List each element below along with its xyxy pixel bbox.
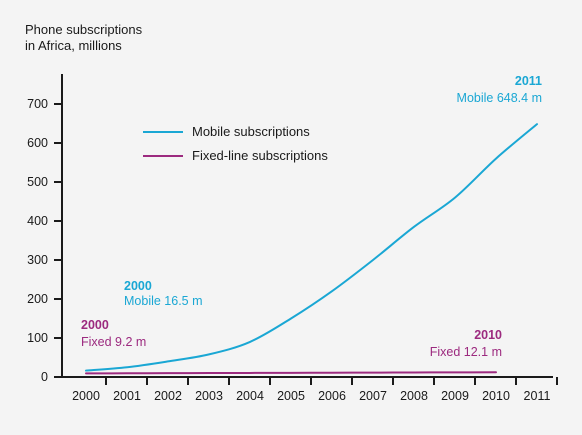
y-tick-label: 100 xyxy=(27,331,48,345)
annotation-fixed-2010: 2010 Fixed 12.1 m xyxy=(430,328,502,359)
y-tick-label: 400 xyxy=(27,214,48,228)
x-tick-label: 2000 xyxy=(72,389,100,403)
annotation-fixed-2000-year: 2000 xyxy=(81,318,109,332)
x-tick-label: 2007 xyxy=(359,389,387,403)
annotation-mobile-2000-value: Mobile 16.5 m xyxy=(124,294,203,308)
x-tick-label: 2004 xyxy=(236,389,264,403)
annotation-fixed-2010-value: Fixed 12.1 m xyxy=(430,345,502,359)
annotation-mobile-2000: 2000 Mobile 16.5 m xyxy=(124,279,203,308)
annotation-mobile-2011: 2011 Mobile 648.4 m xyxy=(457,74,543,105)
y-tick-label: 700 xyxy=(27,97,48,111)
annotation-fixed-2010-year: 2010 xyxy=(474,328,502,342)
annotation-mobile-2011-value: Mobile 648.4 m xyxy=(457,91,542,105)
x-tick-label: 2001 xyxy=(113,389,141,403)
x-tick-label: 2008 xyxy=(400,389,428,403)
y-tick-label: 0 xyxy=(41,370,48,384)
y-tick-label: 200 xyxy=(27,292,48,306)
x-tick-label: 2003 xyxy=(195,389,223,403)
legend-label-mobile: Mobile subscriptions xyxy=(192,124,310,139)
annotation-fixed-2000-value: Fixed 9.2 m xyxy=(81,335,146,349)
legend-label-fixed: Fixed-line subscriptions xyxy=(192,148,328,163)
x-tick-label: 2005 xyxy=(277,389,305,403)
x-tick-label: 2009 xyxy=(441,389,469,403)
annotation-fixed-2000: 2000 Fixed 9.2 m xyxy=(81,318,146,349)
y-tick-label: 300 xyxy=(27,253,48,267)
chart-title-line-2: in Africa, millions xyxy=(25,38,122,53)
y-tick-label: 500 xyxy=(27,175,48,189)
x-tick-label: 2011 xyxy=(524,389,551,403)
annotation-mobile-2000-year: 2000 xyxy=(124,279,152,293)
x-tick-label: 2002 xyxy=(154,389,182,403)
x-axis-ticks: 2000 2001 2002 2003 2004 2005 2006 2007 2008 2009… xyxy=(72,377,558,403)
series-line-fixed xyxy=(85,371,497,375)
x-tick-label: 2006 xyxy=(318,389,346,403)
annotation-mobile-2011-year: 2011 xyxy=(515,74,542,88)
series-lines xyxy=(85,123,538,375)
legend: Mobile subscriptions Fixed-line subscrip… xyxy=(143,124,328,163)
chart-title-line-1: Phone subscriptions xyxy=(25,22,143,37)
x-tick-label: 2010 xyxy=(482,389,510,403)
y-axis-ticks: 0 100 200 300 400 500 600 700 xyxy=(27,97,62,384)
series-line-mobile xyxy=(85,123,538,372)
y-tick-label: 600 xyxy=(27,136,48,150)
